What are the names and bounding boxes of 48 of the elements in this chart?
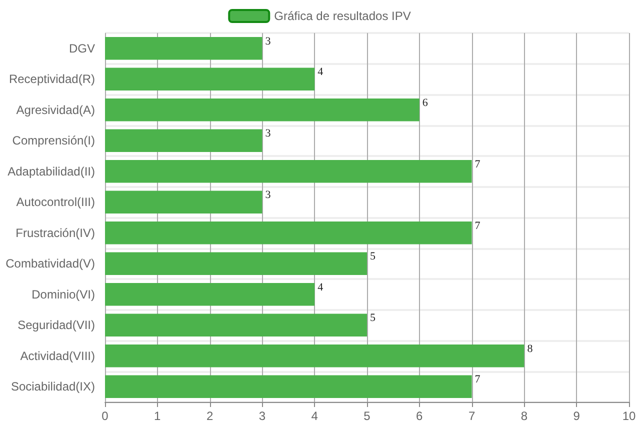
x-tick-label: 2 [206,409,214,423]
x-tick-label: 7 [468,409,476,423]
bar [105,98,420,122]
y-tick-label: Actividad(VIII) [20,348,95,363]
data-label: 5 [370,250,376,263]
y-tick-label: Comprensión(I) [12,134,95,148]
bar [105,222,472,244]
data-label: 4 [318,281,324,294]
bar [105,344,524,368]
bar [105,190,262,214]
y-tick-label: Dominio(VI) [32,287,95,302]
data-label: 7 [474,220,481,232]
legend-label: Gráfica de resultados IPV [274,9,411,23]
y-tick-label: DGV [68,41,95,56]
bar [105,160,472,183]
data-label: 7 [474,158,481,170]
data-label: 4 [318,66,324,78]
data-label: 3 [265,128,272,140]
y-tick-label: Adaptabilidad(II) [8,164,95,178]
x-tick-label: 4 [311,409,318,423]
x-tick-label: 10 [622,409,636,423]
y-tick-label: Combatividad(V) [6,256,95,271]
data-label: 7 [474,374,481,386]
y-tick-label: Seguridad(VII) [18,318,95,332]
bar [105,68,315,91]
y-tick-label: Agresividad(A) [16,102,95,117]
data-label: 6 [422,96,428,109]
bar [105,375,472,398]
bar [105,37,262,60]
bar [105,129,262,152]
x-tick-label: 5 [364,409,371,423]
x-tick-label: 8 [520,409,528,423]
y-tick-label: Sociabilidad(IX) [10,380,95,394]
data-label: 8 [527,342,534,355]
bar [105,252,367,276]
x-tick-label: 3 [258,409,266,423]
data-label: 3 [265,35,272,48]
x-tick-label: 0 [102,409,109,423]
x-tick-label: 9 [573,409,580,423]
x-tick-label: 1 [154,409,162,423]
y-tick-label: Frustración(IV) [16,226,95,240]
y-tick-label: Autocontrol(III) [16,195,95,210]
bar [105,283,315,306]
y-tick-label: Receptividad(R) [8,72,95,86]
data-label: 3 [265,189,272,202]
bar [105,314,367,337]
x-tick-label: 6 [416,409,424,423]
data-label: 5 [370,312,376,324]
